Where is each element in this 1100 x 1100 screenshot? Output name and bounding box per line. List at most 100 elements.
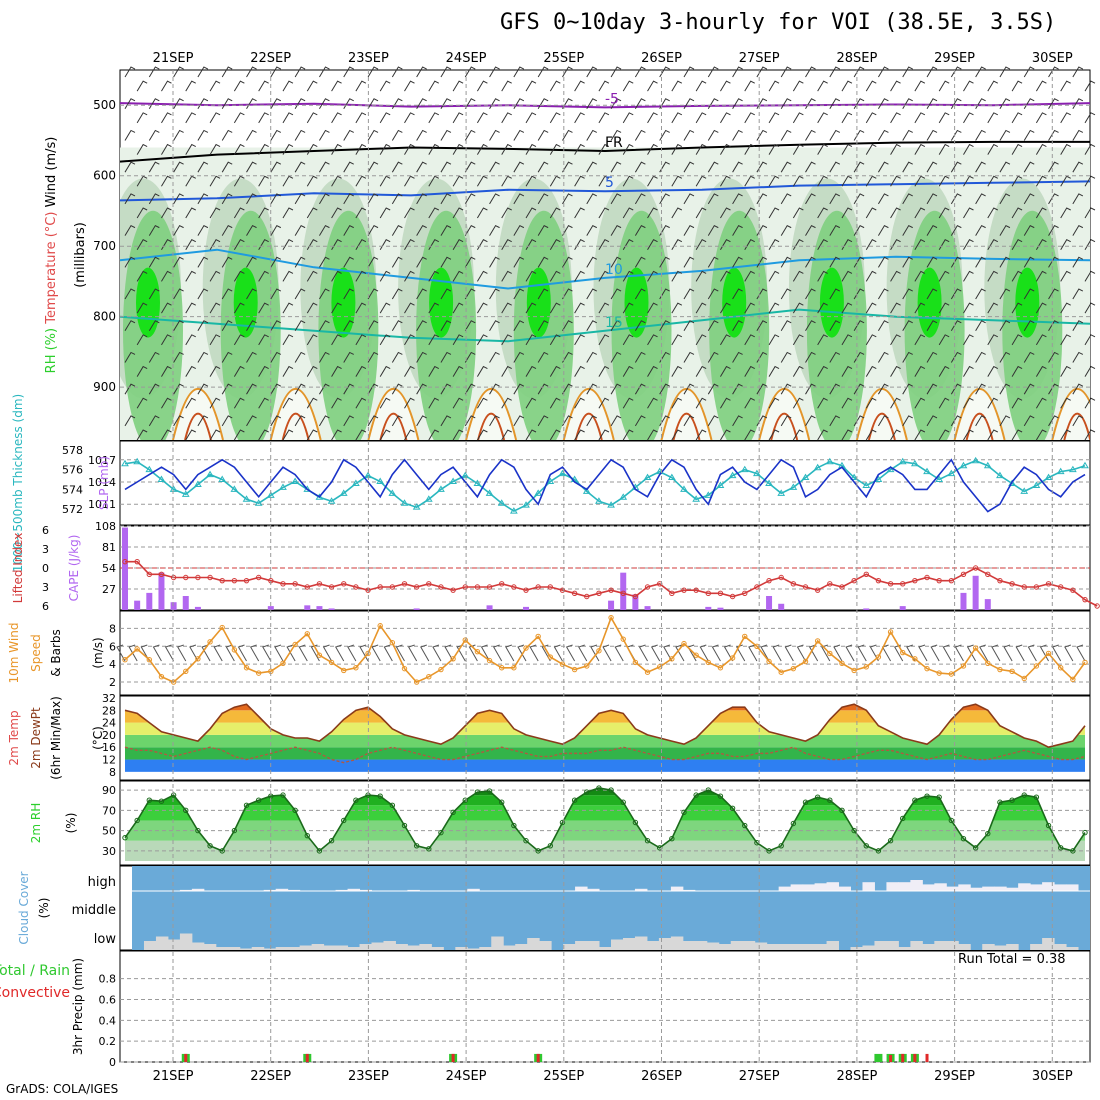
cloud-low-bar bbox=[275, 947, 289, 950]
wind-barb bbox=[270, 224, 282, 236]
cloud-low-bar bbox=[982, 944, 995, 950]
isotherm-1 bbox=[119, 140, 1090, 163]
wind-barb bbox=[452, 80, 464, 92]
wind-barb bbox=[185, 175, 196, 187]
cloud-low-bar bbox=[766, 944, 780, 950]
cloud-low-bar bbox=[658, 938, 672, 950]
wind-barb bbox=[464, 66, 476, 78]
wind-barb bbox=[464, 320, 476, 332]
temp-line bbox=[124, 703, 1086, 749]
wind-speed-point bbox=[1070, 676, 1076, 683]
rh-point bbox=[997, 799, 1003, 805]
wind-barb bbox=[464, 98, 476, 110]
wind-barb bbox=[598, 270, 610, 282]
lifted-index-point bbox=[547, 584, 554, 590]
cape-bar bbox=[644, 606, 651, 610]
wind-barb bbox=[999, 224, 1011, 236]
wind-barb bbox=[185, 334, 196, 346]
wind-barb bbox=[319, 415, 330, 427]
wind-barb bbox=[671, 270, 683, 282]
wind-barb bbox=[525, 143, 537, 155]
surface-wind-barb bbox=[578, 644, 588, 662]
wind-barb bbox=[1084, 112, 1096, 124]
wind-barb bbox=[258, 80, 269, 92]
wind-barb bbox=[416, 383, 427, 395]
wind-barb bbox=[683, 383, 695, 395]
surface-wind-barb bbox=[614, 644, 624, 662]
ytick-label: 8 bbox=[109, 766, 116, 779]
wind-barb bbox=[294, 256, 306, 268]
lifted-index-point bbox=[450, 587, 456, 593]
wind-barb bbox=[161, 207, 172, 219]
rh-point bbox=[255, 797, 262, 803]
thickness-point bbox=[619, 493, 628, 500]
wind-speed-point bbox=[814, 638, 821, 644]
thickness-point bbox=[935, 475, 944, 483]
thickness-point bbox=[169, 485, 178, 492]
rh-point bbox=[985, 830, 991, 837]
wind-barb bbox=[549, 112, 561, 124]
wind-barb bbox=[513, 193, 525, 205]
surface-wind-barb bbox=[237, 644, 247, 662]
wind-barb bbox=[452, 270, 464, 282]
wind-barb bbox=[452, 429, 464, 441]
thickness-point bbox=[181, 490, 190, 497]
wind-barb bbox=[343, 415, 354, 427]
wind-barb bbox=[294, 224, 306, 236]
wind-barb bbox=[355, 429, 367, 441]
wind-barb bbox=[197, 161, 209, 173]
wind-barb bbox=[610, 351, 622, 363]
wind-barb bbox=[525, 302, 537, 314]
wind-barb bbox=[841, 334, 853, 346]
ytick-label: 4 bbox=[109, 658, 116, 671]
wind-speed-point bbox=[1082, 659, 1088, 666]
wind-barb bbox=[161, 334, 172, 346]
rh-point bbox=[972, 845, 979, 851]
wind-barb bbox=[513, 415, 525, 427]
wind-speed-point bbox=[669, 656, 675, 662]
lifted-index-point bbox=[729, 593, 736, 600]
wind-barb bbox=[829, 256, 841, 268]
wind-barb bbox=[817, 365, 828, 377]
wind-barb bbox=[902, 224, 913, 236]
surface-wind-barb bbox=[906, 644, 916, 662]
wind-barb bbox=[221, 193, 233, 205]
cloud-low-bar bbox=[670, 936, 684, 950]
wind-barb bbox=[355, 112, 367, 124]
wind-barb bbox=[732, 415, 743, 427]
wind-barb bbox=[610, 320, 622, 332]
wind-barb bbox=[877, 320, 889, 332]
cloud-low-bar bbox=[371, 942, 384, 950]
thickness-point bbox=[230, 485, 239, 492]
surface-wind-barb bbox=[954, 644, 964, 662]
wind-barb bbox=[185, 80, 196, 92]
wind-barb bbox=[270, 320, 282, 332]
wind-barb bbox=[173, 66, 184, 78]
wind-barb bbox=[756, 129, 768, 141]
wind-barb bbox=[161, 270, 172, 282]
wind-barb bbox=[817, 334, 828, 346]
wind-barb bbox=[817, 397, 828, 409]
thickness-point bbox=[983, 461, 992, 469]
wind-barb bbox=[549, 365, 561, 377]
wind-barb bbox=[574, 429, 585, 441]
wind-barb bbox=[476, 429, 488, 441]
wind-barb bbox=[391, 351, 403, 363]
wind-barb bbox=[1023, 66, 1035, 78]
thickness-point bbox=[461, 471, 470, 479]
wind-barb bbox=[841, 270, 853, 282]
ytick-label-thickness: 578 bbox=[62, 444, 83, 457]
wind-barb bbox=[817, 143, 828, 155]
surface-wind-barb bbox=[468, 644, 478, 662]
wind-barb bbox=[197, 256, 209, 268]
cloud-low-bar bbox=[934, 941, 947, 950]
wind-speed-point bbox=[839, 660, 845, 666]
date-label-top: 26SEP bbox=[641, 51, 682, 66]
wind-barb bbox=[391, 256, 403, 268]
wind-barb bbox=[355, 270, 367, 282]
thickness-point bbox=[1056, 467, 1065, 475]
cloud-low-bar bbox=[299, 945, 313, 950]
thickness-line bbox=[124, 459, 1086, 513]
wind-barb bbox=[1060, 397, 1071, 409]
wind-barb bbox=[294, 129, 306, 141]
